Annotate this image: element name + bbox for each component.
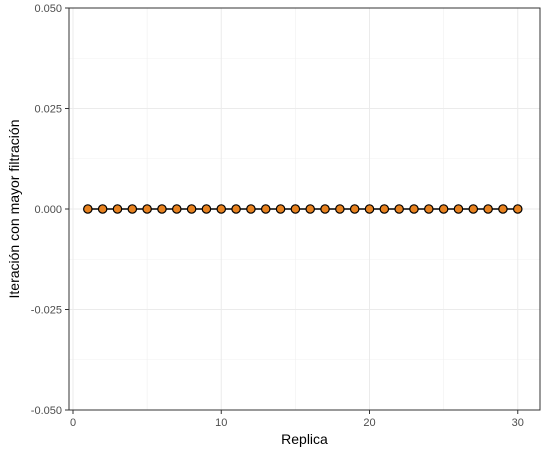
x-axis: 0 10 20 30	[70, 410, 524, 429]
x-tick-label: 20	[363, 417, 375, 429]
data-point	[142, 204, 152, 214]
x-tick-label: 30	[512, 417, 524, 429]
data-point	[216, 204, 227, 214]
x-axis-title: Replica	[281, 431, 328, 447]
data-point	[379, 204, 390, 214]
data-point	[246, 204, 256, 214]
data-point	[290, 204, 301, 214]
y-tick-label: -0.050	[31, 405, 62, 417]
data-point	[157, 204, 167, 214]
series-layer	[83, 204, 523, 214]
data-point	[171, 204, 182, 214]
data-point	[394, 204, 404, 214]
data-point	[275, 204, 286, 214]
data-point	[483, 204, 493, 214]
x-tick-label: 10	[215, 417, 227, 429]
data-point	[231, 204, 241, 214]
y-tick-label: -0.025	[31, 305, 62, 317]
data-point	[201, 204, 212, 214]
y-tick-label: 0.025	[34, 104, 62, 116]
x-tick-label: 0	[70, 417, 76, 429]
y-tick-label: 0.000	[34, 204, 62, 216]
data-point	[320, 204, 330, 214]
data-point	[260, 204, 271, 214]
data-point	[97, 204, 108, 214]
data-point	[349, 204, 360, 214]
data-point	[83, 204, 93, 214]
data-point	[305, 204, 316, 214]
data-point	[498, 204, 508, 214]
data-point	[438, 204, 449, 214]
data-point	[112, 204, 123, 214]
data-point	[468, 204, 479, 214]
y-axis: -0.050 -0.025 0.000 0.025 0.050	[31, 3, 69, 417]
data-point	[424, 204, 434, 214]
data-point	[364, 204, 375, 214]
data-point	[512, 204, 523, 214]
data-point	[127, 204, 138, 214]
data-point	[186, 204, 197, 214]
data-point	[409, 204, 419, 214]
y-tick-label: 0.050	[34, 3, 62, 15]
data-point	[453, 204, 464, 214]
y-axis-title: Iteración con mayor filtración	[6, 120, 22, 299]
data-point	[335, 204, 345, 214]
